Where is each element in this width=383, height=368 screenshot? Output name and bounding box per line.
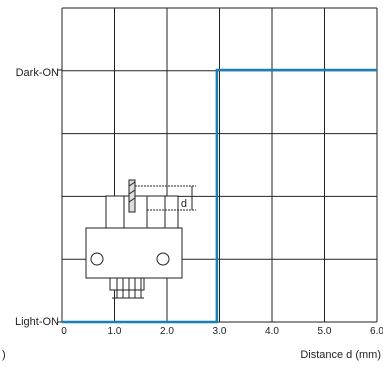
x-tick-labels: 0 1.0 2.0 3.0 4.0 5.0 6.0 [61, 326, 383, 337]
plate-hatch-3 [128, 197, 136, 203]
x-tick-label: 0 [61, 326, 67, 337]
plate-hatch-1 [128, 181, 136, 187]
x-tick-label: 5.0 [318, 326, 332, 337]
dimension-label: d [181, 198, 187, 210]
y-state-light-on: Light-ON [15, 316, 59, 328]
connector-pins [109, 277, 145, 299]
mount-hole-right [156, 252, 170, 266]
x-tick-label: 1.0 [108, 326, 122, 337]
x-tick-label: 4.0 [265, 326, 279, 337]
stray-parenthesis: ) [2, 349, 6, 361]
sensor-diagram: d [85, 179, 196, 299]
sensing-plate [128, 179, 136, 213]
x-tick-label: 2.0 [160, 326, 174, 337]
sensor-flange [85, 227, 183, 279]
series-line [62, 68, 377, 324]
plate-hatch-2 [128, 189, 136, 195]
x-axis-label: Distance d (mm) [300, 349, 381, 361]
y-state-dark-on: Dark-ON [16, 67, 59, 79]
mount-hole-left [90, 252, 104, 266]
sensor-left-arm [105, 195, 125, 229]
x-tick-label: 6.0 [370, 326, 383, 337]
x-tick-label: 3.0 [213, 326, 227, 337]
sensor-right-arm [146, 195, 166, 229]
